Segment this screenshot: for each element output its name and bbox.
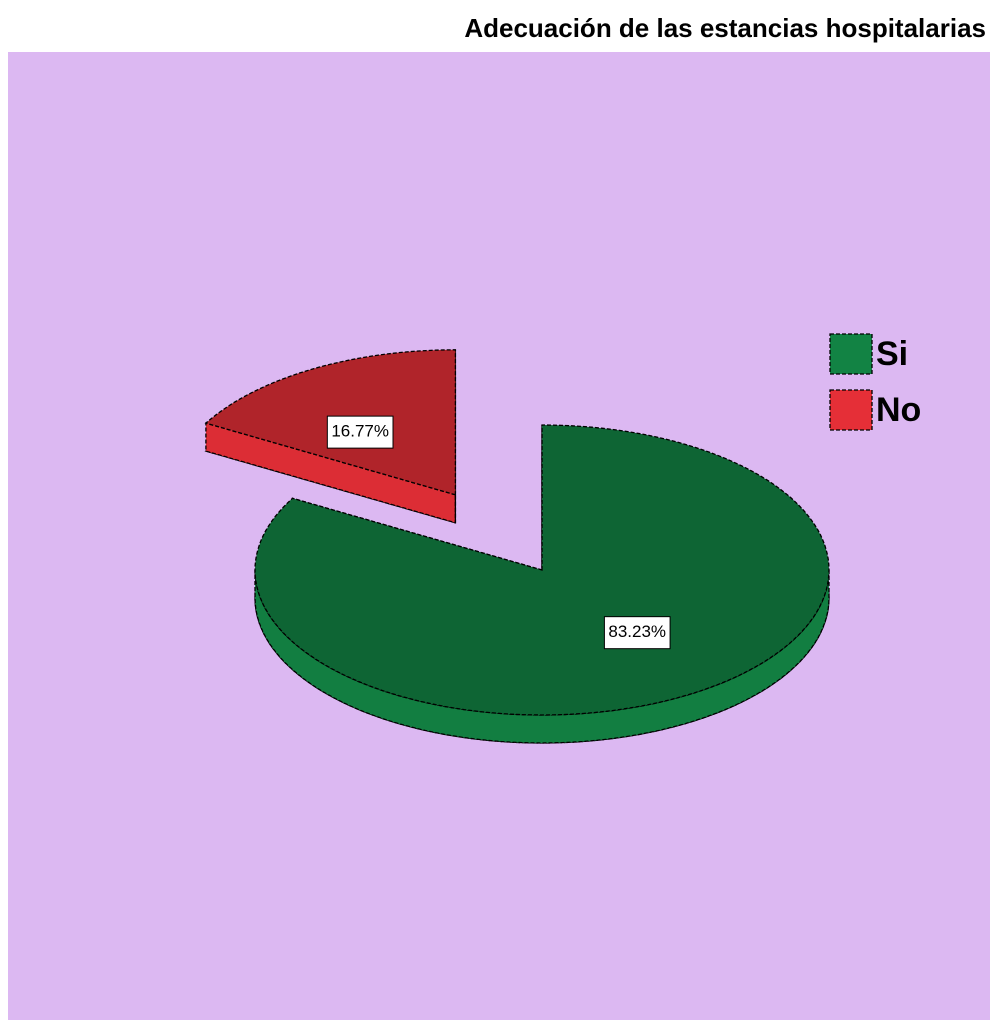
legend-label: No <box>876 391 921 429</box>
slice-cut-face <box>205 422 457 524</box>
value-label-box <box>603 616 671 650</box>
slice <box>254 424 830 716</box>
plot-background <box>8 52 990 1020</box>
value-label: 83.23% <box>608 622 666 641</box>
chart-title: Adecuación de las estancias hospitalaria… <box>464 13 986 43</box>
legend-label: Si <box>876 335 908 373</box>
legend-swatch <box>829 389 873 431</box>
value-label-box <box>326 415 394 449</box>
legend-swatch <box>829 333 873 375</box>
value-label: 16.77% <box>331 422 389 441</box>
